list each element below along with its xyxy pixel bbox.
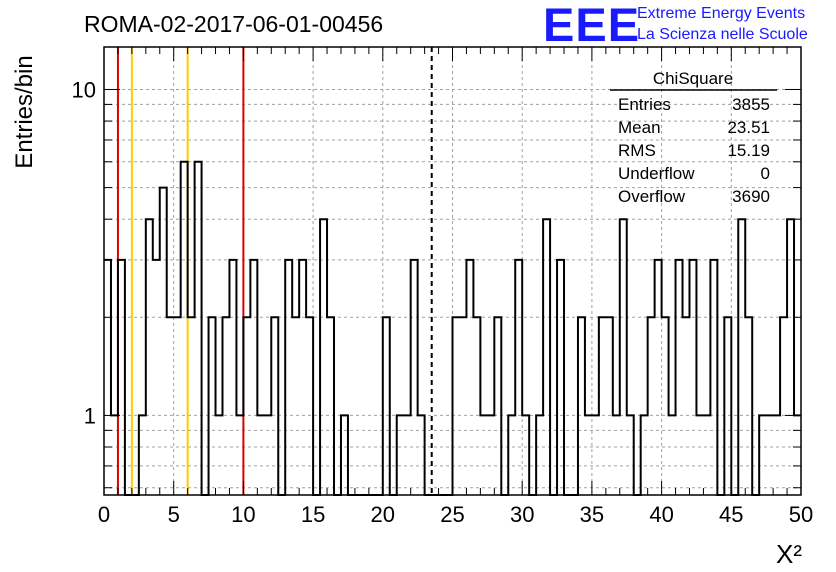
eee-logo-text: EEE — [543, 0, 640, 51]
reference-lines — [116, 47, 433, 495]
eee-logo: EEE Extreme Energy Events La Scienza nel… — [543, 0, 808, 51]
stats-box: ChiSquare Entries 3855 Mean 23.51 RMS 15… — [610, 69, 777, 206]
stats-label-entries: Entries — [618, 95, 671, 114]
x-tick-label: 45 — [719, 502, 743, 527]
stats-box-name: ChiSquare — [653, 69, 733, 88]
x-tick-label: 30 — [510, 502, 534, 527]
x-tick-label: 5 — [168, 502, 180, 527]
stats-label-overflow: Overflow — [618, 187, 686, 206]
eee-logo-line1: Extreme Energy Events — [637, 5, 805, 22]
chart-title: ROMA-02-2017-06-01-00456 — [84, 11, 383, 37]
y-tick-label: 1 — [84, 403, 96, 428]
stats-value-underflow: 0 — [761, 164, 770, 183]
x-tick-label: 50 — [789, 502, 813, 527]
stats-value-overflow: 3690 — [732, 187, 770, 206]
x-tick-label: 20 — [371, 502, 395, 527]
x-tick-label: 0 — [98, 502, 110, 527]
eee-logo-line2: La Scienza nelle Scuole — [637, 26, 808, 43]
x-tick-label: 25 — [440, 502, 464, 527]
histogram-outline — [104, 160, 801, 496]
x-tick-label: 35 — [580, 502, 604, 527]
stats-value-mean: 23.51 — [727, 118, 770, 137]
stats-label-rms: RMS — [618, 141, 656, 160]
stats-value-entries: 3855 — [732, 95, 770, 114]
axes: 0 5 10 15 20 25 30 35 40 45 50 1 10 — [72, 46, 813, 527]
x-tick-label: 40 — [649, 502, 673, 527]
histogram-series — [104, 160, 801, 496]
stats-value-rms: 15.19 — [727, 141, 770, 160]
stats-label-mean: Mean — [618, 118, 661, 137]
y-axis-label: Entries/bin — [11, 55, 38, 168]
x-tick-label: 10 — [231, 502, 255, 527]
x-tick-label: 15 — [301, 502, 325, 527]
stats-label-underflow: Underflow — [618, 164, 695, 183]
y-tick-label: 10 — [72, 77, 96, 102]
x-axis-label: X² — [776, 539, 802, 569]
